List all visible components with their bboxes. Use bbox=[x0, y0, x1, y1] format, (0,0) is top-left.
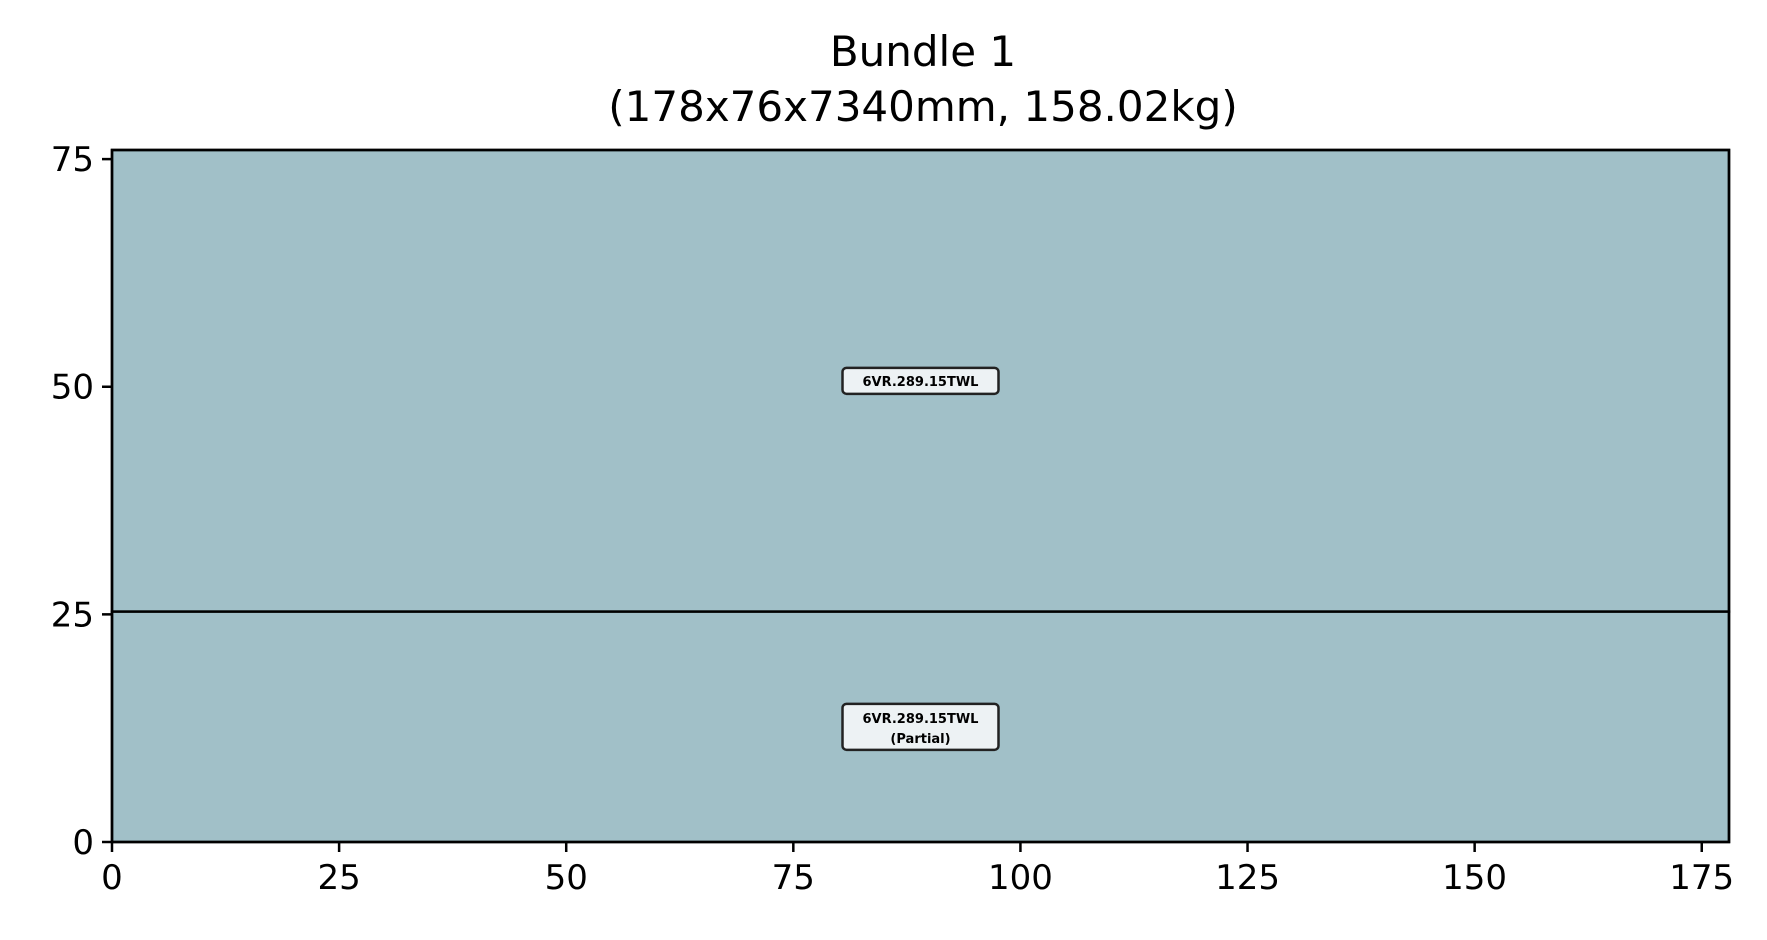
rect-label-1: 6VR.289.15TWL (Partial) bbox=[841, 702, 1000, 752]
x-tick-label-7: 175 bbox=[1669, 858, 1734, 898]
y-tick-label-1: 25 bbox=[51, 595, 94, 635]
x-tick-label-0: 0 bbox=[101, 858, 123, 898]
y-tick-label-0: 0 bbox=[72, 823, 94, 863]
rect-sublabel-text-1: (Partial) bbox=[890, 732, 950, 747]
y-tick-label-2: 50 bbox=[51, 368, 94, 408]
rect-label-text-0: 6VR.289.15TWL bbox=[863, 375, 979, 390]
axes-frame bbox=[110, 148, 1731, 844]
x-tick-label-5: 125 bbox=[1215, 858, 1280, 898]
rect-label-box-1 bbox=[841, 702, 1000, 752]
rect-label-box-0 bbox=[841, 366, 1000, 396]
x-tick-label-1: 25 bbox=[317, 858, 360, 898]
x-tick-label-4: 100 bbox=[988, 858, 1053, 898]
axes: 0 25 50 75 100 125 150 175 0 25 50 75 bbox=[51, 140, 1734, 898]
chart-title: Bundle 1 bbox=[830, 27, 1016, 76]
x-tick-label-6: 150 bbox=[1442, 858, 1507, 898]
plot-area: 6VR.289.15TWL 6VR.289.15TWL (Partial) bbox=[110, 148, 1731, 844]
chart-subtitle: (178x76x7340mm, 158.02kg) bbox=[608, 82, 1237, 131]
rect-label-0: 6VR.289.15TWL bbox=[841, 366, 1000, 396]
x-tick-label-2: 50 bbox=[545, 858, 588, 898]
rect-label-text-1: 6VR.289.15TWL bbox=[863, 712, 979, 727]
y-tick-label-3: 75 bbox=[51, 140, 94, 180]
x-tick-label-3: 75 bbox=[772, 858, 815, 898]
